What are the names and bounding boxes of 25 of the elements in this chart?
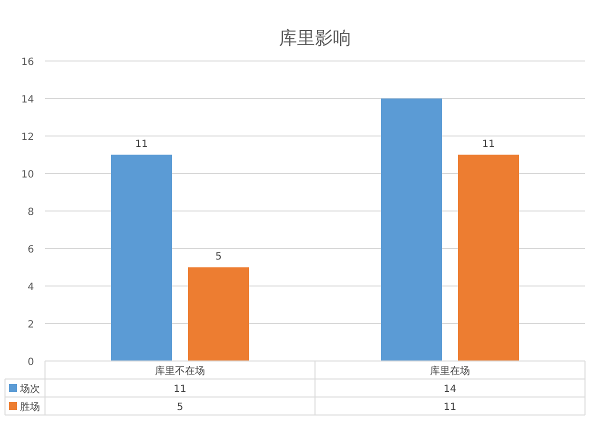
y-tick-label: 2 <box>28 320 34 330</box>
y-tick-label: 0 <box>28 357 34 368</box>
y-tick-label: 12 <box>21 132 34 143</box>
bar <box>458 154 519 361</box>
y-tick-label: 10 <box>21 170 34 180</box>
data-label: 5 <box>215 251 222 262</box>
data-label: 11 <box>135 138 148 150</box>
text: 5 <box>176 402 184 413</box>
legend-label: 场次 <box>19 383 40 395</box>
text: 14 <box>444 384 456 395</box>
bar <box>188 267 249 361</box>
y-tick-label: 4 <box>28 282 34 293</box>
y-tick-label: 6 <box>28 244 34 256</box>
y-tick-label: 14 <box>21 94 34 106</box>
text: 11 <box>174 384 186 395</box>
x-tick-label: 库里不在场 <box>155 365 205 377</box>
bar <box>381 98 442 361</box>
legend-label: 胜场 <box>20 401 40 413</box>
data-label: 11 <box>482 138 495 150</box>
text: 11 <box>444 402 456 413</box>
y-tick-label: 8 <box>28 207 34 218</box>
x-tick-label: 库里在场 <box>430 365 470 377</box>
bar <box>111 154 172 361</box>
chart-title: 库里影响 <box>279 28 351 49</box>
y-tick-label: 16 <box>21 57 34 68</box>
